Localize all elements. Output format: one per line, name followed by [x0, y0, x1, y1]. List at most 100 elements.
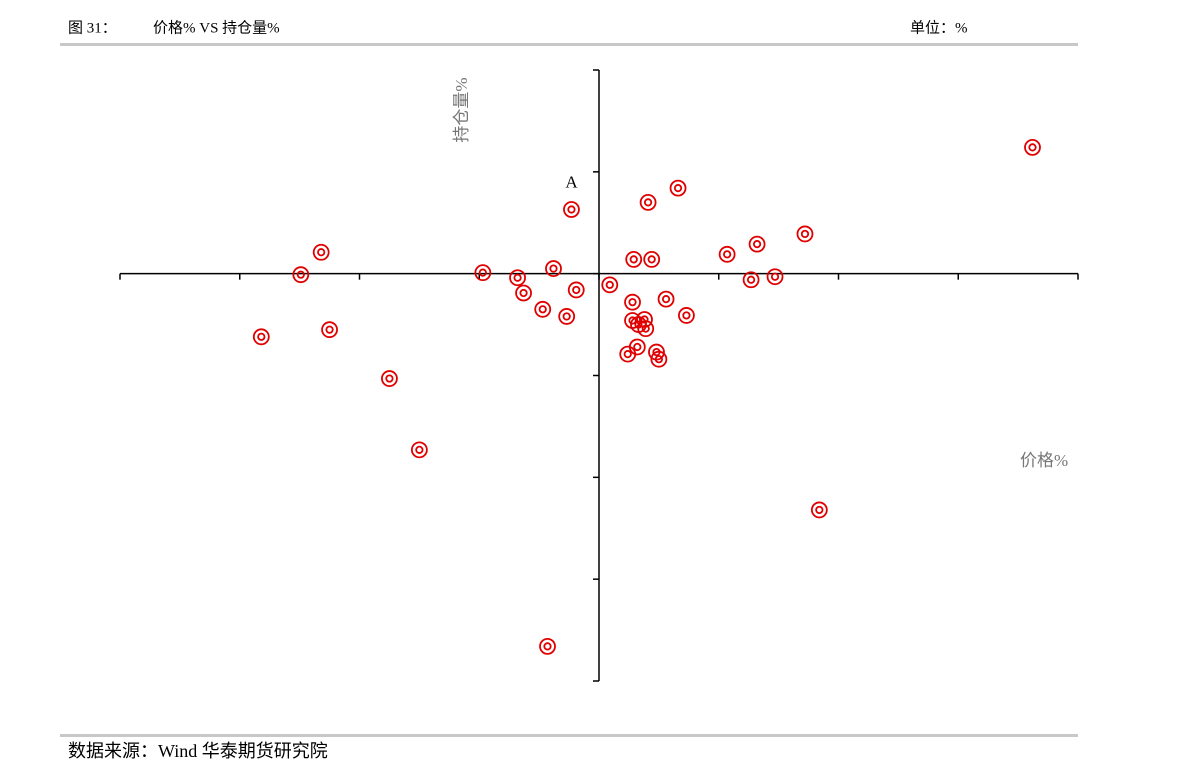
- point-ring: [474, 264, 492, 282]
- point-ring: [657, 290, 675, 308]
- point-ring: [509, 269, 526, 287]
- point: [410, 441, 428, 459]
- point-ring: [718, 245, 736, 263]
- point: [474, 264, 492, 282]
- point: [292, 266, 310, 284]
- point-ring: [678, 307, 695, 324]
- point-ring: [643, 251, 661, 268]
- point: [625, 251, 643, 268]
- point-core: [519, 288, 528, 298]
- point-core: [640, 315, 649, 324]
- point-ring: [748, 235, 766, 253]
- point-core: [643, 198, 653, 207]
- point-ring: [650, 350, 668, 368]
- point: [381, 370, 398, 387]
- point-ring: [381, 370, 398, 387]
- unit-label: 单位：%: [910, 19, 968, 36]
- point-core: [647, 255, 656, 264]
- point-core: [549, 264, 558, 273]
- point: [657, 290, 675, 308]
- point-core: [800, 229, 810, 239]
- point-core: [629, 255, 638, 264]
- point: [637, 320, 655, 338]
- point-ring: [567, 281, 585, 299]
- point-core: [513, 273, 522, 282]
- point-core: [673, 184, 683, 193]
- point-ring: [321, 321, 338, 339]
- point: [509, 269, 526, 287]
- point-ring: [742, 271, 760, 289]
- point-ring: [766, 268, 784, 286]
- point: [545, 260, 562, 277]
- point-core: [641, 324, 650, 333]
- point: [619, 345, 637, 363]
- point-core: [661, 295, 671, 304]
- point-core: [605, 280, 614, 289]
- point-ring: [563, 201, 580, 218]
- point-core: [770, 272, 780, 281]
- point: [718, 245, 736, 263]
- point: [563, 201, 580, 218]
- point-ring: [252, 328, 270, 346]
- point-core: [572, 285, 581, 295]
- point-ring: [1024, 138, 1041, 156]
- point-core: [296, 270, 305, 279]
- point-ring: [292, 266, 310, 284]
- point: [636, 311, 653, 328]
- point: [312, 243, 330, 261]
- point-ring: [312, 243, 330, 261]
- point-core: [752, 240, 762, 249]
- point: [1024, 138, 1041, 156]
- figure-number: 图 31：: [68, 19, 117, 36]
- point: [796, 225, 814, 243]
- point-ring: [636, 311, 653, 328]
- point: [558, 308, 576, 325]
- point-core: [746, 275, 756, 284]
- point: [650, 350, 668, 368]
- point-core: [317, 248, 326, 257]
- point-core: [628, 316, 637, 325]
- point-ring: [545, 260, 562, 277]
- point-ring: [669, 179, 687, 197]
- point-core: [682, 311, 691, 320]
- point-core: [723, 250, 732, 259]
- point-core: [385, 374, 394, 383]
- point: [539, 637, 556, 655]
- point-core: [478, 268, 487, 277]
- point-core: [325, 325, 334, 334]
- point: [601, 276, 619, 294]
- annotation: A: [565, 172, 578, 191]
- point-core: [543, 642, 552, 651]
- point-ring: [639, 193, 657, 211]
- point-ring: [637, 320, 655, 338]
- point-core: [415, 445, 424, 454]
- point: [766, 268, 784, 286]
- point-ring: [539, 637, 556, 655]
- point: [515, 284, 532, 302]
- point-ring: [625, 251, 643, 268]
- point-ring: [601, 276, 619, 294]
- point-core: [654, 355, 663, 364]
- point: [643, 251, 661, 268]
- point-ring: [558, 308, 576, 325]
- point: [748, 235, 766, 253]
- point-core: [567, 205, 576, 214]
- source-note: 数据来源：Wind 华泰期货研究院: [68, 741, 328, 761]
- point-ring: [515, 284, 532, 302]
- point-ring: [810, 501, 828, 519]
- x-axis-label: 价格%: [1020, 451, 1068, 470]
- point-ring: [624, 293, 641, 311]
- point: [742, 271, 760, 289]
- point: [624, 293, 641, 311]
- point: [534, 300, 552, 318]
- point-core: [562, 312, 571, 321]
- point-ring: [796, 225, 814, 243]
- point-core: [257, 332, 266, 341]
- point-ring: [534, 300, 552, 318]
- point: [639, 193, 657, 211]
- point: [810, 501, 828, 519]
- y-axis-label: 持仓量%: [452, 77, 471, 142]
- point-ring: [410, 441, 428, 459]
- point-core: [628, 298, 637, 307]
